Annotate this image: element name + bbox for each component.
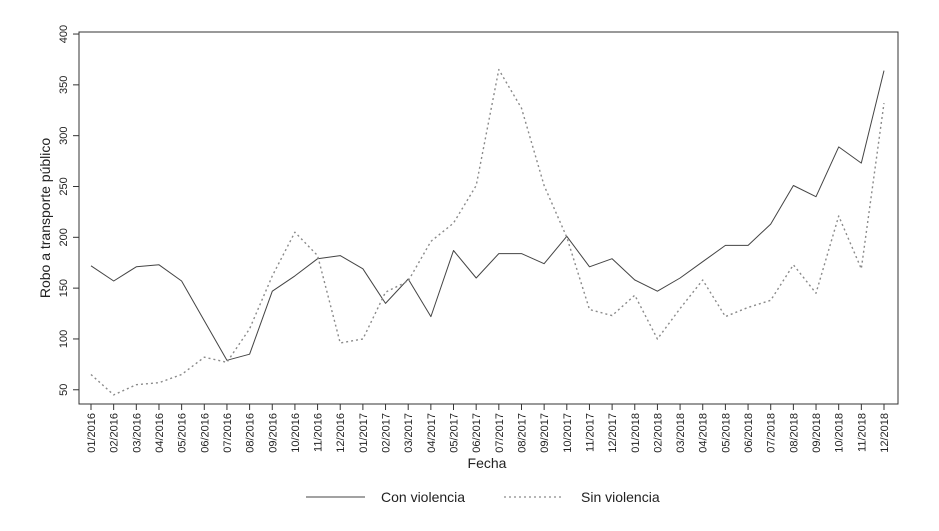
y-axis-title: Robo a transporte público <box>37 138 53 299</box>
x-tick-label: 10/2017 <box>562 413 574 453</box>
x-tick-label: 04/2016 <box>154 413 166 453</box>
x-tick-label: 03/2016 <box>131 413 143 453</box>
series-layer <box>90 68 885 396</box>
x-tick-label: 09/2017 <box>539 413 551 453</box>
x-tick-label: 07/2016 <box>222 413 234 453</box>
x-tick-label: 02/2018 <box>652 413 664 453</box>
x-tick-label: 06/2018 <box>743 413 755 453</box>
x-tick-label: 03/2017 <box>403 413 415 453</box>
plot-frame <box>78 31 899 405</box>
x-axis: 01/2016 02/2016 03/2016 04/2016 05/2016 06/20… <box>86 404 891 453</box>
series-line-sin-violencia <box>90 68 885 396</box>
legend-label-con-violencia: Con violencia <box>381 489 465 505</box>
x-tick-label: 10/2016 <box>290 413 302 453</box>
x-tick-label: 02/2017 <box>381 413 393 453</box>
x-tick-label: 11/2018 <box>856 413 868 452</box>
legend: Con violencia Sin violencia <box>306 489 660 505</box>
y-tick-label: 100 <box>58 330 70 348</box>
x-tick-label: 05/2016 <box>177 413 189 453</box>
x-tick-label: 06/2017 <box>471 413 483 453</box>
x-tick-label: 01/2018 <box>630 413 642 453</box>
y-tick-label: 300 <box>58 126 70 144</box>
x-tick-label: 09/2016 <box>267 413 279 453</box>
x-tick-label: 09/2018 <box>811 413 823 453</box>
x-tick-label: 03/2018 <box>675 413 687 453</box>
x-tick-label: 12/2016 <box>335 413 347 453</box>
series-line-con-violencia <box>90 70 885 361</box>
x-tick-label: 01/2016 <box>86 413 98 453</box>
x-tick-label: 12/2018 <box>879 413 891 453</box>
y-tick-label: 400 <box>58 25 70 43</box>
x-tick-label: 02/2016 <box>109 413 121 453</box>
y-tick-label: 150 <box>58 279 70 297</box>
x-tick-label: 06/2016 <box>199 413 211 453</box>
x-tick-label: 05/2018 <box>720 413 732 453</box>
x-tick-label: 08/2017 <box>516 413 528 453</box>
y-tick-label: 200 <box>58 228 70 246</box>
x-tick-label: 08/2016 <box>245 413 257 453</box>
y-axis: 50 100 150 200 250 300 350 400 <box>58 25 79 396</box>
legend-label-sin-violencia: Sin violencia <box>581 489 660 505</box>
x-tick-label: 11/2016 <box>313 413 325 452</box>
x-tick-label: 04/2018 <box>698 413 710 453</box>
y-tick-label: 50 <box>58 384 70 396</box>
x-tick-label: 10/2018 <box>834 413 846 453</box>
y-tick-label: 350 <box>58 76 70 94</box>
x-tick-label: 12/2017 <box>607 413 619 453</box>
x-axis-title: Fecha <box>468 455 507 471</box>
x-tick-label: 04/2017 <box>426 413 438 453</box>
x-tick-label: 08/2018 <box>788 413 800 453</box>
x-tick-label: 07/2018 <box>766 413 778 453</box>
x-tick-label: 11/2017 <box>584 413 596 452</box>
x-tick-label: 07/2017 <box>494 413 506 453</box>
y-tick-label: 250 <box>58 177 70 195</box>
x-tick-label: 05/2017 <box>449 413 461 453</box>
x-tick-label: 01/2017 <box>358 413 370 453</box>
